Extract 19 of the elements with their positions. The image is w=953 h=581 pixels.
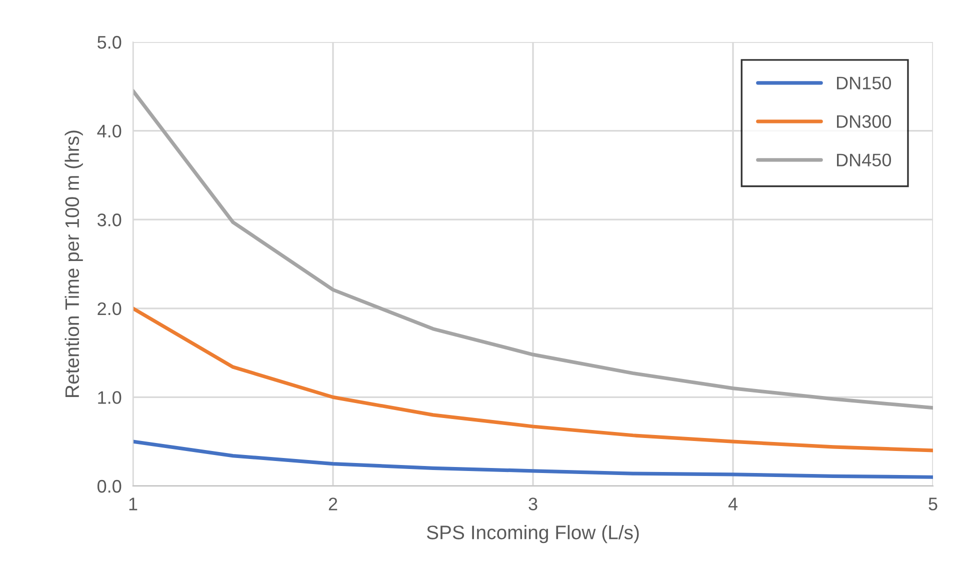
x-tick-label: 4 xyxy=(728,498,738,510)
legend-label: DN150 xyxy=(837,76,892,90)
x-tick-label: 2 xyxy=(328,498,338,510)
legend-label: DN300 xyxy=(837,115,892,128)
y-axis-title: Retention Time per 100 m (hrs) xyxy=(64,130,83,397)
y-tick-label: 4.0 xyxy=(97,124,122,138)
x-axis-title: SPS Incoming Flow (L/s) xyxy=(426,525,639,544)
y-tick-label: 1.0 xyxy=(98,391,122,404)
x-tick-label: 3 xyxy=(528,498,538,510)
y-tick-label: 2.0 xyxy=(98,302,122,316)
line-series xyxy=(133,440,933,479)
y-tick-label: 0.0 xyxy=(97,480,122,493)
line-series xyxy=(133,306,933,452)
x-tick-label: 5 xyxy=(928,498,938,510)
line-series xyxy=(133,89,933,410)
y-tick-label: 5.0 xyxy=(98,36,122,49)
y-tick-label: 3.0 xyxy=(97,214,122,226)
legend-label: DN450 xyxy=(837,154,892,166)
x-tick-label: 1 xyxy=(129,498,138,510)
